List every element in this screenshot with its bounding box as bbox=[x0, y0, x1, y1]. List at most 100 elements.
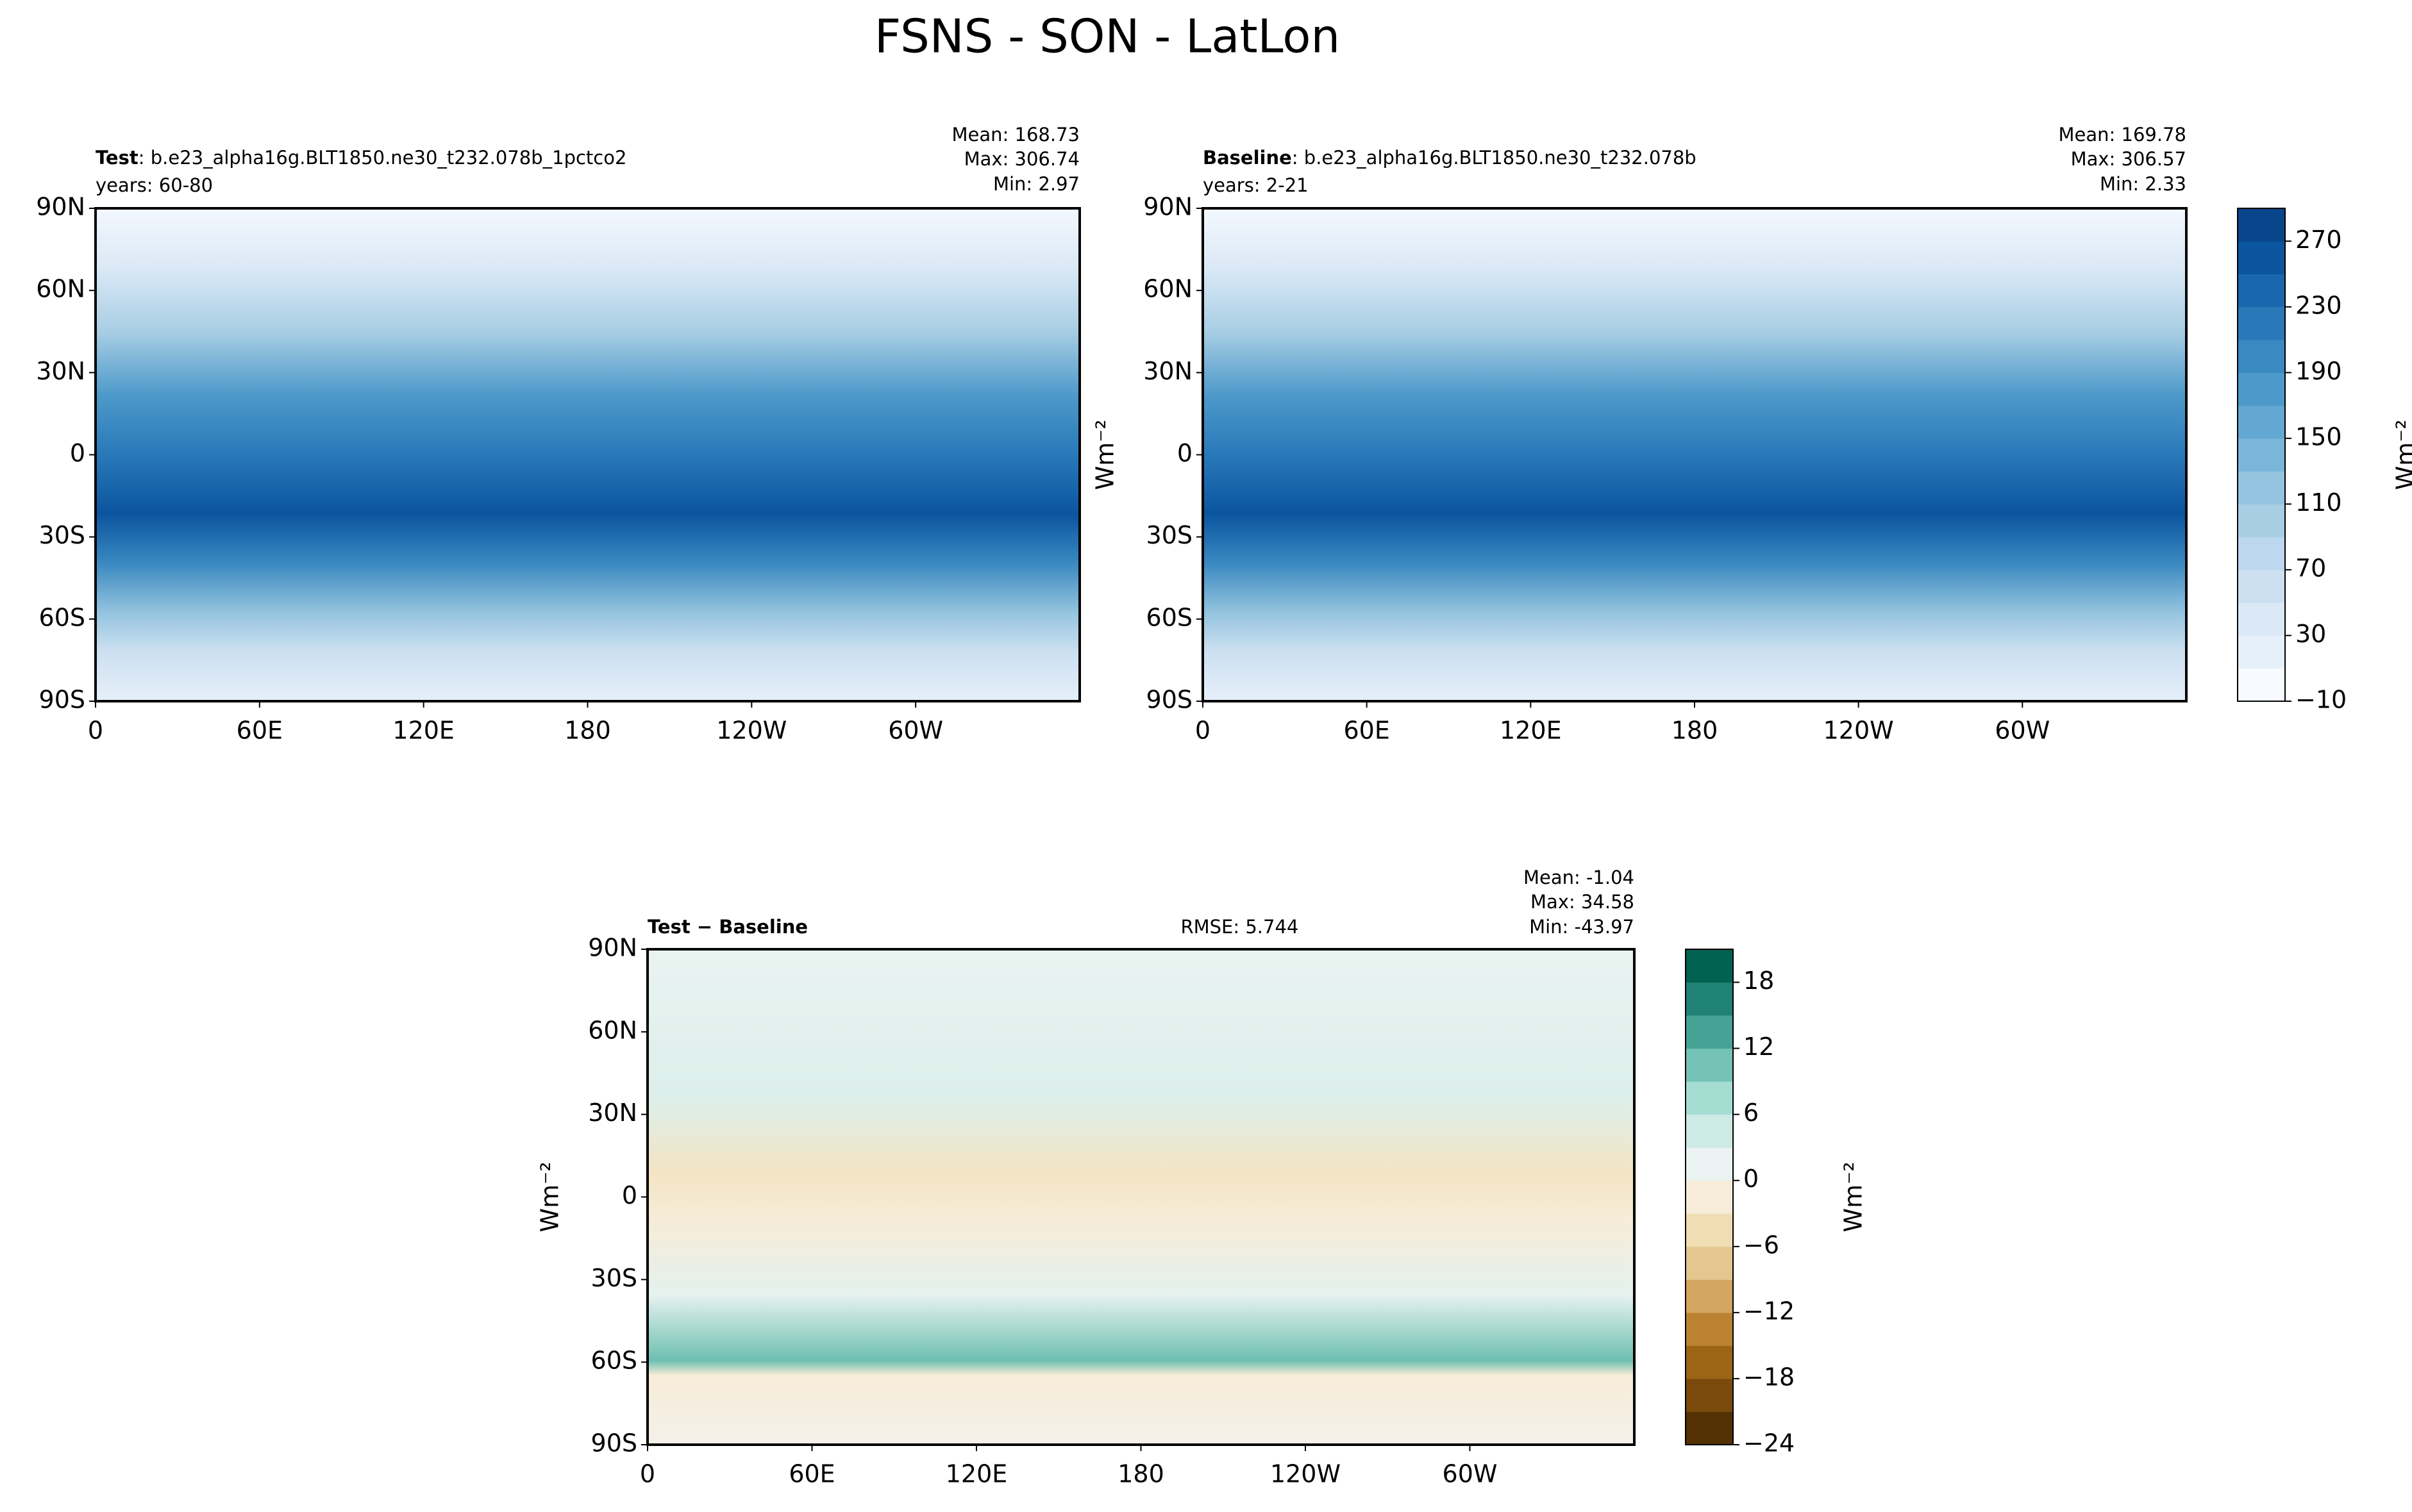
rmse: RMSE: 5.744 bbox=[1180, 916, 1298, 938]
colorbar-band bbox=[2238, 340, 2285, 373]
title-text: : b.e23_alpha16g.BLT1850.ne30_t232.078b_… bbox=[138, 147, 627, 169]
x-tick-label: 0 bbox=[640, 1460, 655, 1488]
title-bold: Test bbox=[96, 147, 138, 169]
x-tick-label: 120W bbox=[716, 717, 787, 745]
colorbar-band bbox=[2238, 372, 2285, 406]
colorbar-label: Wm⁻² bbox=[1839, 1162, 1868, 1233]
colorbar-tick-label: 70 bbox=[2295, 554, 2326, 582]
stat: Mean: -1.04 bbox=[1523, 867, 1634, 888]
title-bold: Baseline bbox=[1203, 147, 1292, 169]
stat: Max: 34.58 bbox=[1530, 891, 1634, 913]
colorbar-band bbox=[1686, 983, 1733, 1016]
colorbar-tick-label: −10 bbox=[2295, 686, 2347, 714]
y-tick-label: 60N bbox=[588, 1016, 637, 1044]
y-axis-label: Wm⁻² bbox=[1091, 420, 1119, 490]
y-tick-label: 90N bbox=[588, 934, 637, 962]
y-tick-label: 60N bbox=[36, 275, 85, 303]
x-tick-label: 60E bbox=[1343, 717, 1389, 745]
colorbar-band bbox=[1686, 1115, 1733, 1148]
y-tick-label: 30N bbox=[1143, 357, 1193, 385]
colorbar-tick-label: 190 bbox=[2295, 357, 2342, 385]
colorbar-band bbox=[1686, 1247, 1733, 1280]
x-tick-label: 60W bbox=[1995, 717, 2050, 745]
colorbar-band bbox=[2238, 307, 2285, 340]
y-tick-label: 90S bbox=[39, 686, 85, 714]
colorbar-band bbox=[1686, 1147, 1733, 1181]
colorbar-tick-label: 150 bbox=[2295, 422, 2342, 451]
map-field bbox=[1203, 208, 2186, 701]
colorbar-band bbox=[1686, 1049, 1733, 1082]
colorbar-band bbox=[2238, 635, 2285, 669]
colorbar-tick-label: 30 bbox=[2295, 620, 2326, 648]
title-text: : b.e23_alpha16g.BLT1850.ne30_t232.078b bbox=[1292, 147, 1696, 169]
stat: Min: -43.97 bbox=[1529, 916, 1634, 938]
x-tick-label: 180 bbox=[564, 717, 611, 745]
colorbar-band bbox=[2238, 669, 2285, 702]
colorbar-band bbox=[1686, 1411, 1733, 1445]
y-tick-label: 90S bbox=[1146, 686, 1193, 714]
x-tick-label: 120W bbox=[1823, 717, 1894, 745]
colorbar-band bbox=[1686, 1345, 1733, 1379]
colorbar-label: Wm⁻² bbox=[2391, 420, 2412, 490]
x-tick-label: 120E bbox=[946, 1460, 1008, 1488]
x-tick-label: 60E bbox=[789, 1460, 835, 1488]
y-tick-label: 60N bbox=[1143, 275, 1193, 303]
colorbar-band bbox=[1686, 1213, 1733, 1247]
stat: Max: 306.57 bbox=[2071, 148, 2186, 170]
y-tick-label: 90N bbox=[1143, 193, 1193, 221]
stat: Min: 2.97 bbox=[993, 173, 1080, 195]
x-tick-label: 120W bbox=[1270, 1460, 1341, 1488]
colorbar-band bbox=[1686, 1081, 1733, 1115]
colorbar-band bbox=[2238, 504, 2285, 537]
y-tick-label: 60S bbox=[39, 603, 85, 631]
colorbar-band bbox=[2238, 570, 2285, 603]
y-tick-label: 0 bbox=[70, 439, 85, 467]
x-tick-label: 180 bbox=[1118, 1460, 1164, 1488]
y-tick-label: 60S bbox=[591, 1347, 637, 1375]
colorbar-band bbox=[2238, 274, 2285, 308]
x-tick-label: 60E bbox=[237, 717, 283, 745]
x-tick-label: 120E bbox=[392, 717, 455, 745]
x-tick-label: 60W bbox=[1443, 1460, 1498, 1488]
colorbar-tick-label: −12 bbox=[1743, 1297, 1795, 1325]
figure-title: FSNS - SON - LatLon bbox=[875, 10, 1340, 63]
y-tick-label: 30S bbox=[39, 521, 85, 549]
plot-title: Test − Baseline bbox=[648, 916, 808, 938]
x-tick-label: 60W bbox=[888, 717, 943, 745]
colorbar-tick-label: 230 bbox=[2295, 291, 2342, 319]
colorbar-band bbox=[2238, 602, 2285, 636]
colorbar-band bbox=[1686, 1181, 1733, 1214]
y-tick-label: 30N bbox=[588, 1099, 637, 1127]
colorbar-band bbox=[2238, 438, 2285, 472]
colorbar-tick-label: 0 bbox=[1743, 1165, 1759, 1193]
y-tick-label: 30N bbox=[36, 357, 85, 385]
colorbar-band bbox=[2238, 406, 2285, 439]
stat: Max: 306.74 bbox=[964, 148, 1080, 170]
plot-title: Test: b.e23_alpha16g.BLT1850.ne30_t232.0… bbox=[96, 147, 626, 169]
y-tick-label: 90S bbox=[591, 1429, 637, 1458]
colorbar-band bbox=[1686, 1379, 1733, 1412]
map-field bbox=[648, 949, 1634, 1445]
stat: Min: 2.33 bbox=[2100, 173, 2186, 195]
colorbar-band bbox=[1686, 1279, 1733, 1313]
x-tick-label: 180 bbox=[1671, 717, 1718, 745]
colorbar-band bbox=[1686, 1015, 1733, 1049]
colorbar-tick-label: 270 bbox=[2295, 226, 2342, 254]
colorbar-band bbox=[2238, 208, 2285, 242]
plot-title: Baseline: b.e23_alpha16g.BLT1850.ne30_t2… bbox=[1203, 147, 1696, 169]
colorbar-tick-label: 6 bbox=[1743, 1099, 1759, 1127]
y-tick-label: 90N bbox=[36, 193, 85, 221]
y-tick-label: 60S bbox=[1146, 603, 1193, 631]
colorbar-tick-label: −18 bbox=[1743, 1363, 1795, 1391]
x-tick-label: 0 bbox=[88, 717, 103, 745]
colorbar-band bbox=[1686, 1313, 1733, 1346]
x-tick-label: 120E bbox=[1500, 717, 1562, 745]
colorbar-tick-label: 18 bbox=[1743, 967, 1774, 995]
stat: Mean: 168.73 bbox=[952, 124, 1080, 145]
x-tick-label: 0 bbox=[1195, 717, 1210, 745]
y-axis-label: Wm⁻² bbox=[536, 1162, 564, 1233]
title-bold: Test − Baseline bbox=[648, 916, 808, 938]
colorbar-band bbox=[1686, 949, 1733, 983]
colorbar-tick-label: −6 bbox=[1743, 1231, 1779, 1259]
